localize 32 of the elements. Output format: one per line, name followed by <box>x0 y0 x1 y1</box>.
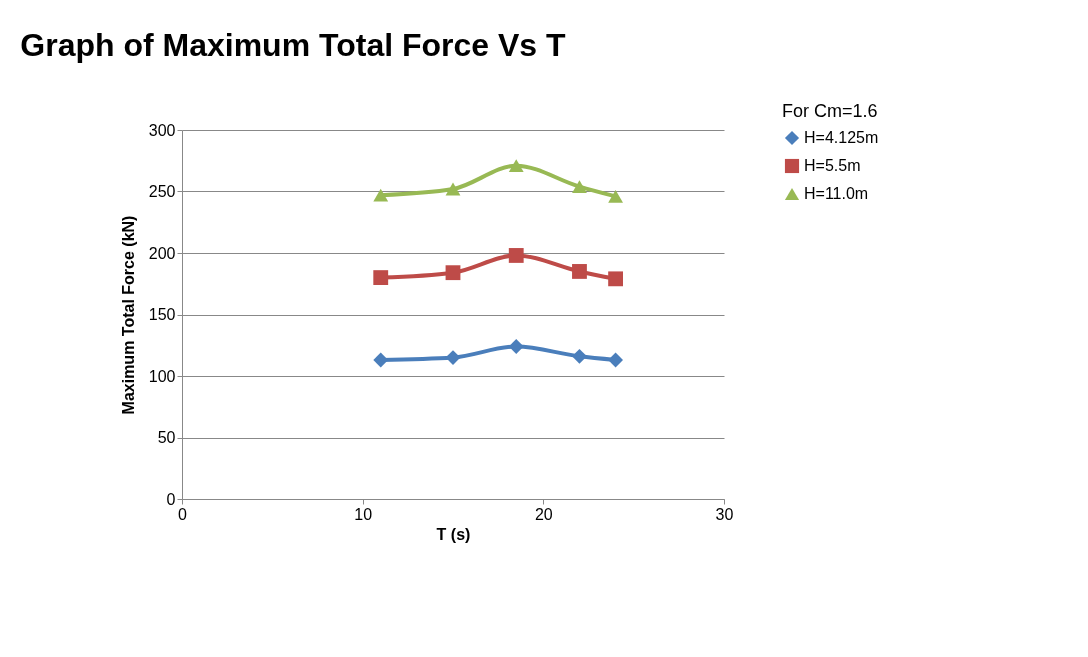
y-tick-label: 50 <box>157 429 176 446</box>
legend-label: H=11.0m <box>804 185 869 202</box>
point <box>445 265 461 281</box>
point <box>572 264 587 279</box>
point <box>445 182 461 196</box>
point <box>572 180 587 193</box>
x-tick-label: 30 <box>715 505 734 523</box>
y-tick-label: 150 <box>148 306 176 323</box>
y-tick-label: 250 <box>148 183 176 200</box>
x-tick-label: 0 <box>178 505 188 523</box>
y-tick-label: 0 <box>166 490 176 508</box>
x-axis-title: T (s) <box>436 525 471 543</box>
point <box>608 352 624 368</box>
legend-label: H=4.125m <box>804 129 879 146</box>
point <box>373 188 389 202</box>
point <box>373 352 389 368</box>
x-tick-label: 10 <box>354 505 373 523</box>
point <box>508 248 524 263</box>
point <box>508 159 524 173</box>
point <box>572 348 587 364</box>
y-axis-title: Maximum Total Force (kN) <box>119 215 137 415</box>
point <box>608 190 624 203</box>
point <box>373 270 389 286</box>
point <box>608 271 624 287</box>
x-tick-label: 20 <box>534 505 553 523</box>
y-tick-label: 100 <box>148 367 176 385</box>
legend-label: H=5.5m <box>804 157 861 174</box>
text: For Cm=1.6 <box>782 101 878 121</box>
y-tick-label: 300 <box>148 121 176 139</box>
y-tick-label: 200 <box>148 244 176 262</box>
point <box>508 339 524 354</box>
chart-title: Graph of Maximum Total Force Vs T <box>20 27 567 63</box>
